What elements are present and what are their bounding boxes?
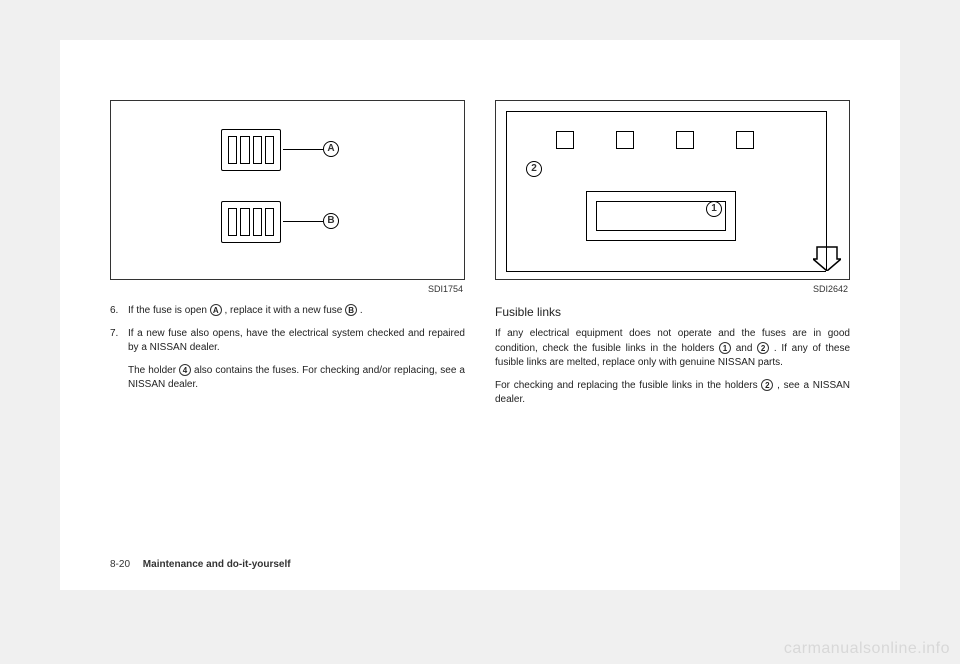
right-text: Fusible links If any electrical equipmen… (495, 304, 850, 408)
text-frag: and (731, 343, 757, 354)
left-column: A B SDI1754 6. If the fuse is open A , r… (110, 100, 465, 416)
circle-b-icon: B (345, 304, 357, 316)
label-b: B (323, 213, 339, 229)
figure-engine-bay: 1 2 (495, 100, 850, 280)
text-frag: , replace it with a new fuse (222, 305, 345, 316)
circle-a-icon: A (210, 304, 222, 316)
content-columns: A B SDI1754 6. If the fuse is open A , r… (60, 40, 900, 436)
arrow-icon (813, 243, 841, 271)
list-item-7: 7. If a new fuse also opens, have the el… (110, 327, 465, 356)
text-frag: If the fuse is open (128, 305, 210, 316)
item-number: 6. (110, 304, 128, 319)
fusible-para-1: If any electrical equipment does not ope… (495, 327, 850, 371)
fusible-links-heading: Fusible links (495, 304, 850, 321)
label-1: 1 (706, 201, 722, 217)
item-text: If a new fuse also opens, have the elect… (128, 327, 465, 356)
circle-1-icon: 1 (719, 342, 731, 354)
text-frag: . (357, 305, 363, 316)
figure-fuse-diagram: A B (110, 100, 465, 280)
label-a: A (323, 141, 339, 157)
item-7-subpara: The holder 4 also contains the fuses. Fo… (128, 364, 465, 393)
page-footer: 8-20 Maintenance and do-it-yourself (110, 559, 291, 570)
watermark: carmanualsonline.info (784, 640, 950, 658)
circle-2b-icon: 2 (761, 379, 773, 391)
text-frag: For checking and replacing the fusible l… (495, 380, 761, 391)
manual-page: A B SDI1754 6. If the fuse is open A , r… (60, 40, 900, 590)
figure-caption-left: SDI1754 (110, 284, 465, 294)
circle-4-icon: 4 (179, 364, 191, 376)
circle-2-icon: 2 (757, 342, 769, 354)
right-column: 1 2 SDI2642 Fusible links If any electri… (495, 100, 850, 416)
left-text: 6. If the fuse is open A , replace it wi… (110, 304, 465, 393)
figure-caption-right: SDI2642 (495, 284, 850, 294)
item-number: 7. (110, 327, 128, 356)
label-2: 2 (526, 161, 542, 177)
fusible-para-2: For checking and replacing the fusible l… (495, 379, 850, 408)
section-title: Maintenance and do-it-yourself (143, 559, 291, 570)
list-item-6: 6. If the fuse is open A , replace it wi… (110, 304, 465, 319)
text-frag: The holder (128, 365, 179, 376)
page-number: 8-20 (110, 559, 130, 570)
item-text: If the fuse is open A , replace it with … (128, 304, 465, 319)
